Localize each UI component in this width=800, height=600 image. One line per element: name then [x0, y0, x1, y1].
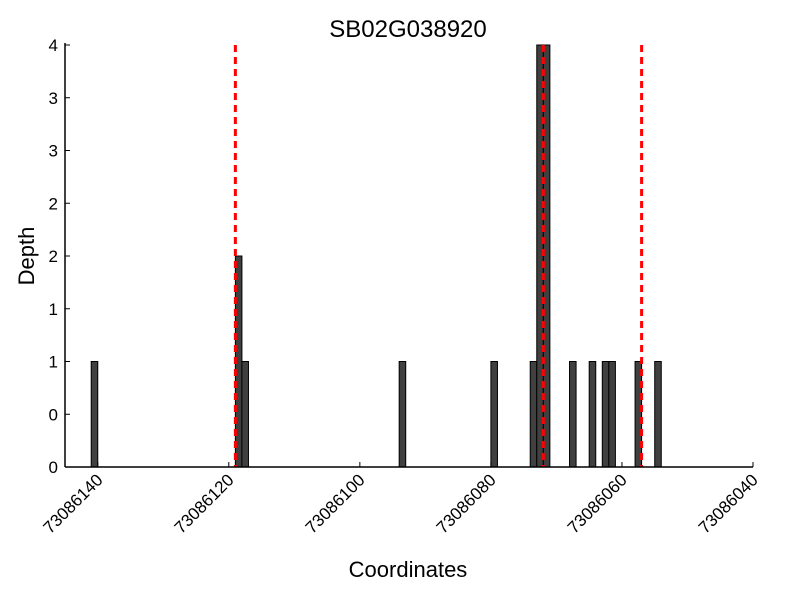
bar-4	[490, 361, 498, 468]
bar-2	[241, 361, 249, 468]
x-tick-label-5: 73086040	[695, 470, 762, 537]
bar-10	[601, 361, 610, 468]
y-tick-label-6: 3	[49, 142, 58, 161]
bar-13	[654, 361, 662, 468]
plot-area: 0 0 1 1 2 2 3 3 4 73086140 73086120 73086100 7308608…	[40, 36, 762, 537]
y-axis-label: Depth	[14, 227, 39, 286]
bar-8	[569, 361, 577, 468]
y-tick-label-3: 1	[49, 300, 58, 319]
x-axis-label: Coordinates	[349, 557, 468, 582]
y-tick-label-5: 2	[49, 194, 58, 213]
y-tick-label-1: 0	[49, 405, 58, 424]
y-tick-label-4: 2	[49, 247, 58, 266]
bar-0	[90, 361, 99, 468]
bar-5	[529, 361, 538, 468]
y-tick-label-8: 4	[49, 36, 58, 55]
y-tick-label-2: 1	[49, 353, 58, 372]
bar-3	[398, 361, 407, 468]
bar-12	[634, 361, 643, 468]
y-tick-label-7: 3	[49, 89, 58, 108]
x-tick-label-1: 73086120	[171, 470, 238, 537]
x-tick-label-4: 73086060	[564, 470, 631, 537]
y-tick-label-0: 0	[49, 458, 58, 477]
bar-11	[608, 361, 616, 468]
chart-title: SB02G038920	[329, 16, 486, 43]
x-tick-label-0: 73086140	[40, 470, 107, 537]
x-tick-label-3: 73086080	[433, 470, 500, 537]
bar-9	[588, 361, 597, 468]
x-tick-label-2: 73086100	[302, 470, 369, 537]
